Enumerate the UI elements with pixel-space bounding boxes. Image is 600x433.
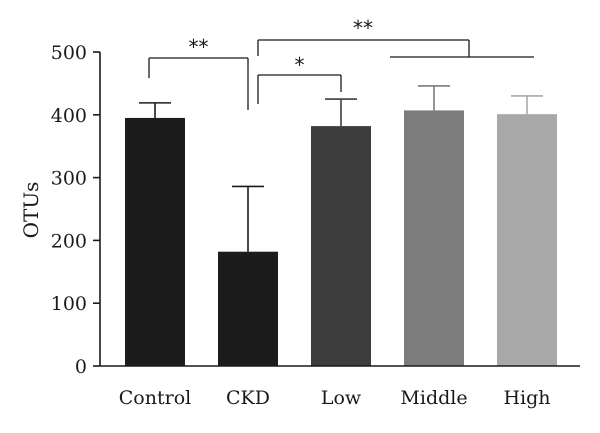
x-tick-label: Middle <box>400 387 467 409</box>
x-tick-label: CKD <box>226 387 270 409</box>
significance-label: ** <box>189 35 209 59</box>
bar-low <box>311 126 371 366</box>
bar-control <box>125 117 185 366</box>
y-tick-label: 300 <box>51 168 87 190</box>
y-tick-label: 500 <box>51 42 87 64</box>
significance-label: * <box>295 53 305 77</box>
y-axis-title: OTUs <box>19 182 43 239</box>
x-axis: Control CKD Low Middle High <box>100 365 580 409</box>
significance-label: ** <box>353 16 373 40</box>
bar-high <box>497 114 557 366</box>
significance-brackets: ***** <box>148 16 534 110</box>
bar-middle <box>404 110 464 367</box>
x-tick-label: High <box>503 387 550 409</box>
bars-group <box>125 110 557 367</box>
y-tick-label: 100 <box>51 293 87 315</box>
bar-ckd <box>218 251 278 366</box>
y-tick-label: 200 <box>51 230 87 252</box>
y-tick-label: 0 <box>75 356 87 378</box>
x-tick-label: Low <box>321 387 362 409</box>
x-tick-label: Control <box>119 387 191 409</box>
y-axis: 0 100 200 300 400 500 <box>51 42 101 378</box>
error-bars-group <box>139 85 543 252</box>
y-tick-label: 400 <box>51 105 87 127</box>
